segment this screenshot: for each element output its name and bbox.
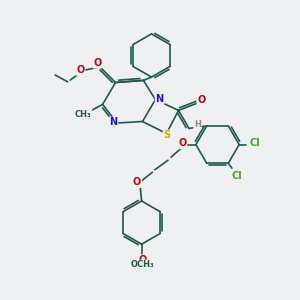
Text: N: N [109,117,118,128]
Text: O: O [76,65,85,75]
Text: N: N [155,94,164,104]
Text: S: S [164,130,171,140]
Text: O: O [93,58,102,68]
Text: O: O [178,138,187,148]
Text: O: O [133,177,141,187]
Text: O: O [197,94,206,105]
Text: OCH₃: OCH₃ [131,260,154,269]
Text: Cl: Cl [249,138,260,148]
Text: CH₃: CH₃ [75,110,92,118]
Text: O: O [138,255,146,266]
Text: Cl: Cl [232,171,243,181]
Text: H: H [194,120,201,129]
